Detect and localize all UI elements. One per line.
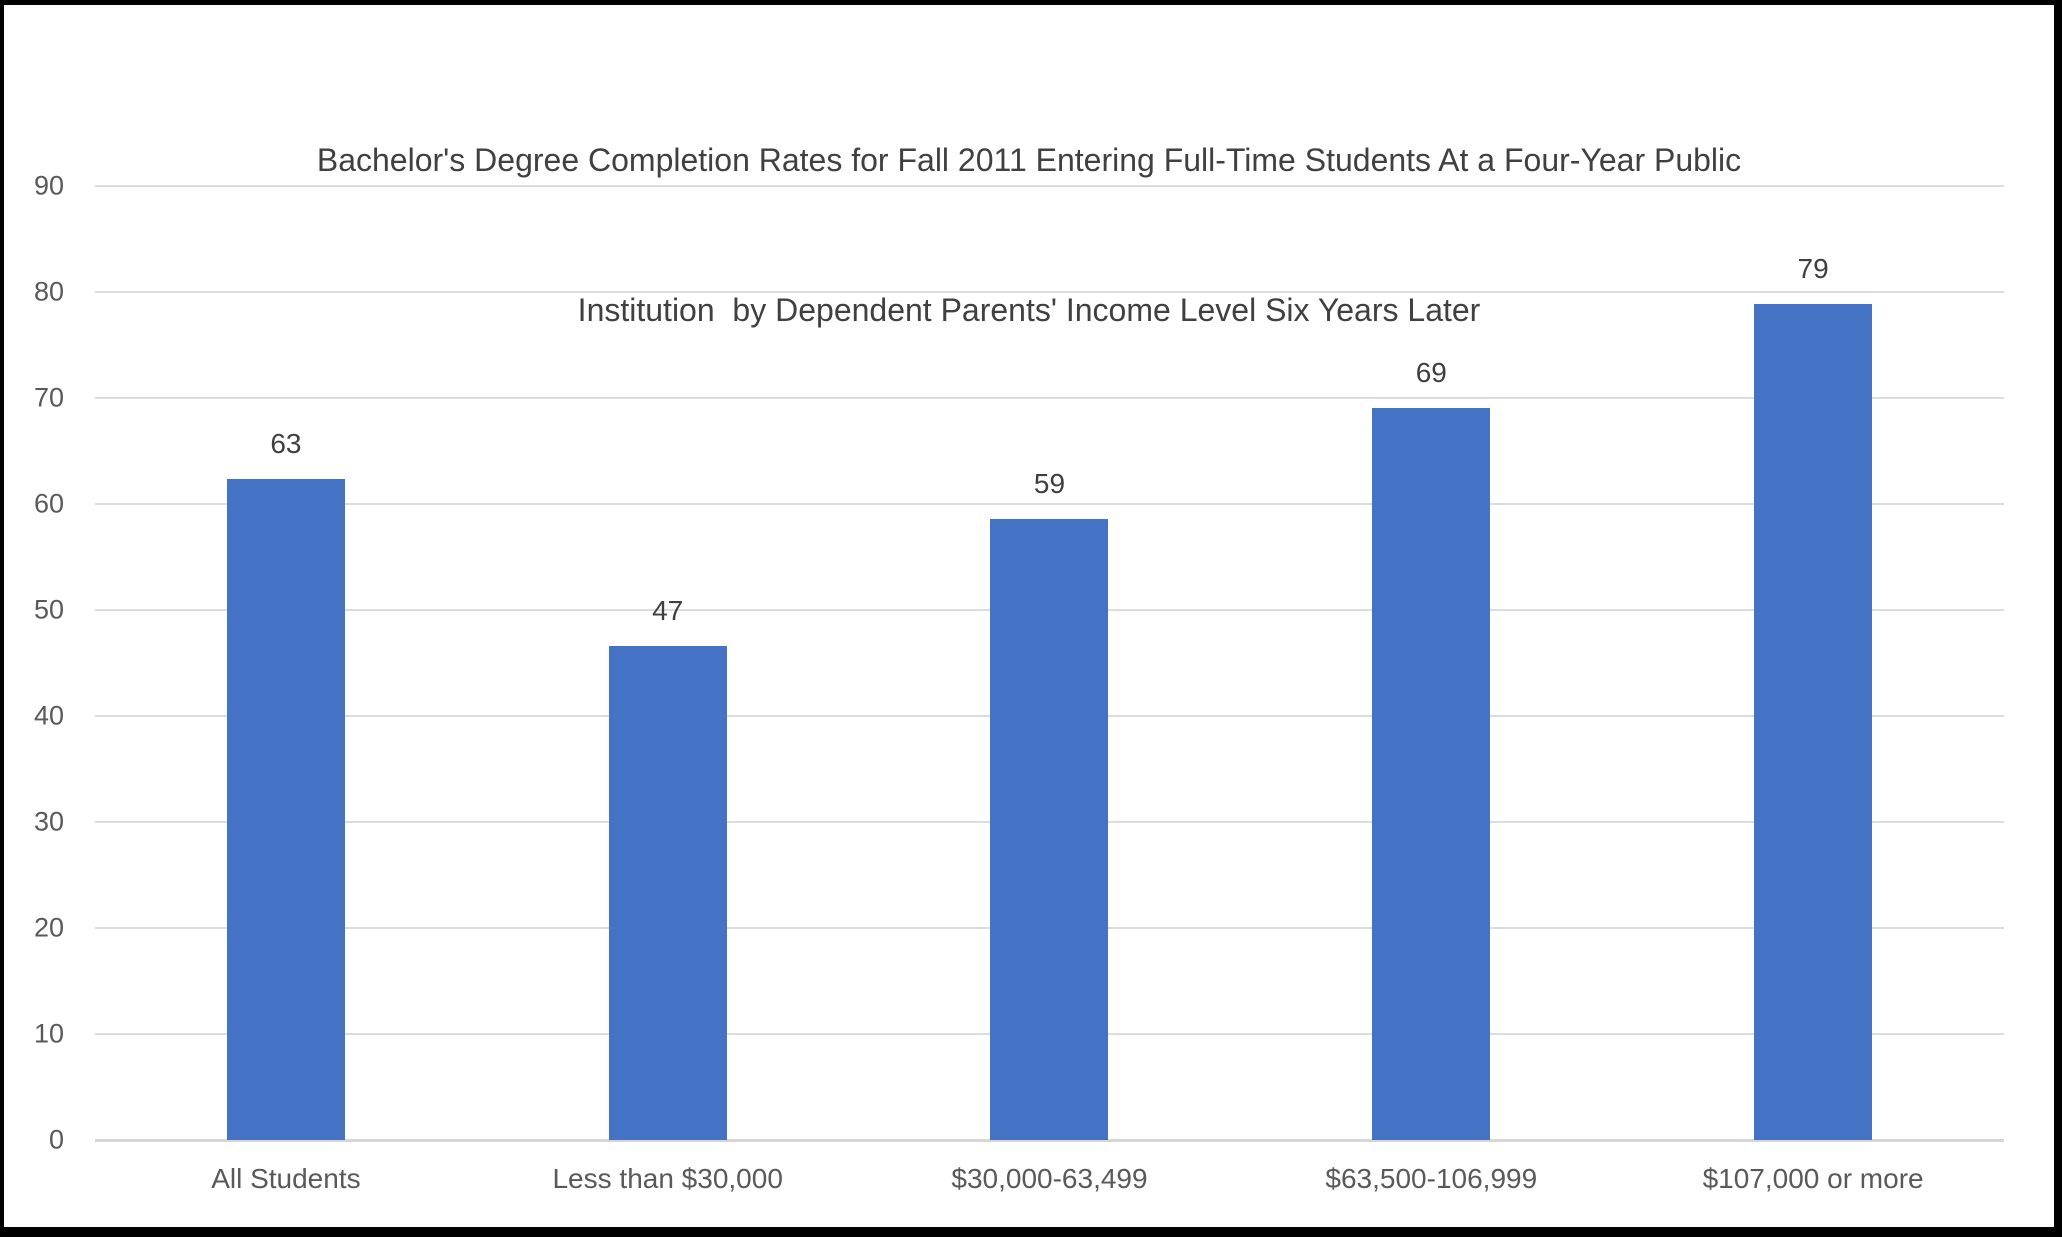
bars-layer: 63 47 59 69 79 <box>95 186 2004 1140</box>
bar-slot-3: 69 <box>1240 186 1622 1140</box>
plot-area: 63 47 59 69 79 <box>95 185 2004 1142</box>
data-label-3: 69 <box>1415 356 1447 388</box>
chart-title-line-2: Institution by Dependent Parents' Income… <box>577 292 1481 328</box>
bar-2 <box>990 518 1109 1140</box>
chart-canvas: Bachelor's Degree Completion Rates for F… <box>4 5 2054 1227</box>
data-label-0: 63 <box>270 427 302 459</box>
y-axis-labels: 0 10 20 30 40 50 60 70 80 90 <box>4 172 64 1153</box>
bar-1 <box>608 646 727 1140</box>
x-axis-labels: All Students Less than $30,000 $30,000-63,… <box>95 1162 2004 1196</box>
bar-slot-0: 63 <box>95 186 477 1140</box>
bar-slot-2: 59 <box>859 186 1241 1140</box>
y-tick-label-50: 50 <box>33 594 64 625</box>
y-tick-label-70: 70 <box>33 382 64 413</box>
x-axis-line <box>95 1139 2004 1142</box>
y-tick-label-10: 10 <box>33 1018 64 1049</box>
y-tick-label-30: 30 <box>33 806 64 837</box>
bar-3 <box>1372 407 1491 1140</box>
gridline-60 <box>95 502 2004 505</box>
gridline-80 <box>95 290 2004 293</box>
y-tick-label-40: 40 <box>33 700 64 731</box>
category-label-4: $107,000 or more <box>1702 1163 1924 1194</box>
bar-slot-1: 47 <box>477 186 859 1140</box>
y-tick-label-0: 0 <box>48 1124 64 1155</box>
chart-title: Bachelor's Degree Completion Rates for F… <box>4 35 2054 435</box>
category-label-2: $30,000-63,499 <box>951 1163 1148 1194</box>
category-label-1: Less than $30,000 <box>552 1163 783 1194</box>
data-label-2: 59 <box>1033 467 1066 499</box>
bar-0 <box>226 478 345 1140</box>
gridline-90 <box>95 185 2004 187</box>
bar-slot-4: 79 <box>1622 186 2004 1140</box>
gridline-70 <box>95 396 2004 399</box>
data-label-4: 79 <box>1797 252 1829 284</box>
y-tick-label-80: 80 <box>33 276 64 307</box>
y-tick-label-20: 20 <box>33 912 64 943</box>
chart-title-line-1: Bachelor's Degree Completion Rates for F… <box>316 142 1742 178</box>
y-tick-label-60: 60 <box>33 488 64 519</box>
data-label-1: 47 <box>652 595 684 627</box>
category-label-0: All Students <box>211 1163 361 1194</box>
category-label-3: $63,500-106,999 <box>1325 1163 1538 1194</box>
y-tick-label-90: 90 <box>33 170 64 201</box>
bar-4 <box>1754 303 1873 1140</box>
